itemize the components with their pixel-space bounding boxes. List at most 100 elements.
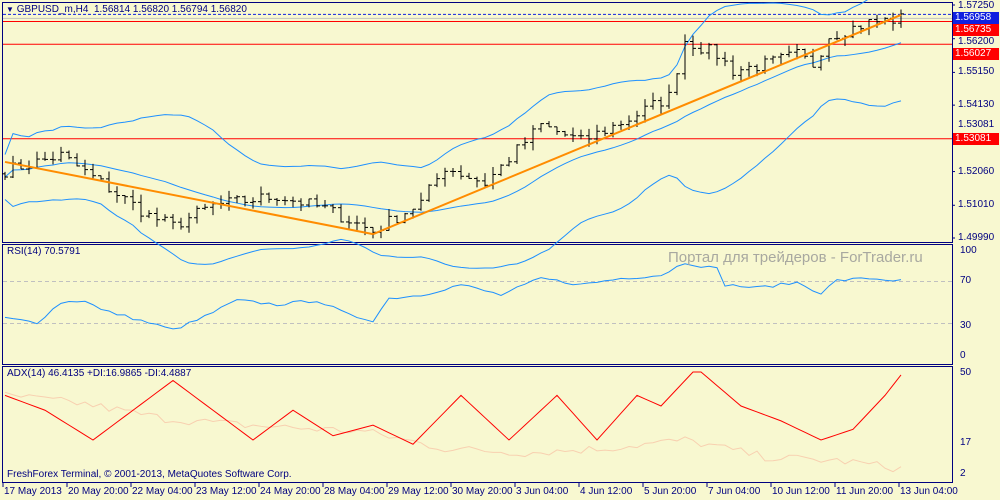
price-bar: [130, 189, 136, 211]
rsi-tick-70: 70: [960, 275, 972, 286]
price-bar: [578, 129, 584, 140]
price-bar: [522, 137, 528, 150]
time-tick: 5 Jun 20:00: [644, 486, 697, 497]
price-bar: [122, 195, 128, 204]
price-bar: [10, 155, 16, 178]
time-tick: 4 Jun 12:00: [580, 486, 633, 497]
rsi-panel: [3, 263, 952, 330]
price-bar: [146, 210, 152, 219]
price-bar: [458, 165, 464, 180]
adx-panel-frame: [2, 366, 953, 483]
price-bar: [442, 167, 448, 187]
price-bar: [346, 215, 352, 230]
price-bar: [562, 130, 568, 137]
watermark: Портал для трейдеров - ForTrader.ru: [668, 249, 923, 266]
price-bar: [602, 126, 608, 137]
price-tick: 1.49990: [958, 232, 995, 243]
time-tick: 24 May 20:00: [260, 486, 321, 497]
trendline-1: [4, 160, 374, 236]
price-bar: [666, 84, 672, 109]
price-bar: [218, 195, 224, 209]
price-bar: [330, 203, 336, 213]
price-bar: [258, 186, 264, 206]
price-bar: [178, 217, 184, 230]
price-bar: [730, 55, 736, 80]
price-bar: [834, 31, 840, 41]
price-bar: [794, 44, 800, 60]
price-bar: [242, 195, 248, 207]
price-bar: [66, 150, 72, 160]
adx-tick-2: 2: [960, 468, 966, 479]
level-tag-2: 1.56027: [953, 48, 999, 60]
time-tick: 29 May 12:00: [388, 486, 449, 497]
time-tick: 20 May 20:00: [68, 486, 129, 497]
plus-di-line: [4, 391, 902, 473]
price-tick: 1.57250: [958, 0, 995, 11]
price-bar: [514, 144, 520, 164]
price-bar: [282, 196, 288, 206]
price-bar: [802, 48, 808, 59]
price-bar: [426, 184, 432, 202]
rsi-tick-30: 30: [960, 320, 972, 331]
price-bar: [722, 51, 728, 67]
time-tick: 30 May 20:00: [452, 486, 513, 497]
price-bar: [554, 126, 560, 135]
rsi-panel-frame: [2, 244, 953, 365]
adx-panel: [4, 371, 902, 473]
price-bar: [418, 192, 424, 211]
price-bar: [826, 38, 832, 62]
price-bar: [314, 194, 320, 208]
time-tick: 28 May 04:00: [324, 486, 385, 497]
price-bar: [538, 123, 544, 133]
price-bar: [98, 175, 104, 180]
bollinger-middle: [4, 42, 902, 213]
rsi-tick-0: 0: [960, 350, 966, 361]
panel-frames: [2, 2, 955, 487]
price-bar: [482, 173, 488, 187]
price-panel: [2, 0, 952, 269]
price-bar: [90, 163, 96, 180]
price-bar: [42, 151, 48, 161]
price-bar: [250, 197, 256, 209]
collapse-triangle-icon[interactable]: ▼: [6, 5, 14, 14]
price-bar: [186, 212, 192, 233]
price-bar: [50, 151, 56, 165]
price-bar: [394, 215, 400, 224]
price-bar: [698, 42, 704, 55]
level-tag-3: 1.53081: [953, 133, 999, 145]
ohlc-label: 1.56814 1.56820 1.56794 1.56820: [93, 4, 247, 15]
price-bar: [450, 167, 456, 177]
price-bar: [618, 120, 624, 130]
price-bar: [770, 55, 776, 64]
price-bar: [58, 146, 64, 163]
price-bar: [466, 172, 472, 179]
time-tick: 7 Jun 04:00: [708, 486, 761, 497]
price-bar: [154, 207, 160, 227]
time-tick: 23 May 12:00: [196, 486, 257, 497]
price-bar: [714, 43, 720, 66]
price-bar: [138, 194, 144, 223]
price-bar: [674, 73, 680, 96]
price-panel-frame: [2, 2, 953, 243]
price-bar: [162, 214, 168, 222]
price-bar: [474, 176, 480, 188]
trendline-2: [372, 14, 902, 236]
price-bar: [322, 200, 328, 209]
rsi-tick-100: 100: [960, 245, 977, 256]
price-tick: 1.52060: [958, 165, 995, 177]
adx-tick-50: 50: [960, 367, 972, 378]
price-bar: [642, 99, 648, 123]
price-bar: [274, 197, 280, 206]
time-tick: 13 Jun 04:00: [900, 486, 958, 497]
price-bar: [658, 96, 664, 114]
price-bar: [306, 198, 312, 208]
price-bar: [570, 127, 576, 143]
price-bar: [226, 190, 232, 211]
time-tick: 3 Jun 04:00: [516, 486, 569, 497]
price-bar: [354, 215, 360, 231]
chart-header: ▼ GBPUSD_m,H4 1.56814 1.56820 1.56794 1.…: [6, 4, 247, 16]
price-tick: 1.54130: [958, 99, 995, 111]
price-bar: [706, 42, 712, 60]
bollinger-upper: [4, 0, 869, 170]
